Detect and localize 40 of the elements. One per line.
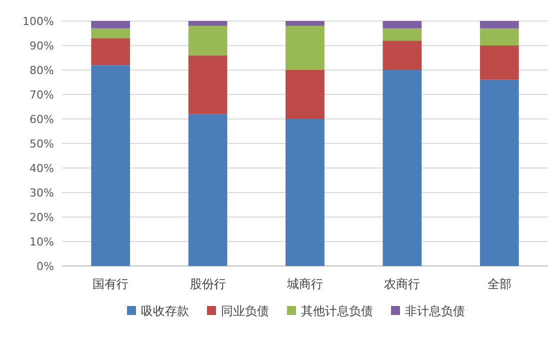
bar	[286, 70, 324, 119]
y-tick-label: 20%	[30, 211, 54, 224]
bar	[382, 40, 422, 70]
bar	[91, 28, 130, 38]
y-tick-label: 0%	[36, 260, 54, 273]
y-tick-label: 30%	[30, 186, 54, 200]
y-tick-label: 40%	[30, 162, 54, 175]
bar	[188, 114, 228, 266]
x-tick-label: 股份行	[190, 277, 226, 291]
legend-label: 其他计息负债	[301, 304, 373, 318]
y-tick-label: 100%	[22, 15, 54, 28]
y-tick-label: 50%	[30, 138, 54, 150]
legend-label: 同业负债	[221, 304, 269, 318]
bar	[480, 21, 519, 28]
bar	[480, 28, 519, 46]
bar	[480, 80, 519, 266]
y-tick-label: 80%	[30, 64, 54, 77]
bar	[480, 46, 519, 80]
bar	[382, 28, 422, 41]
y-tick-label: 90%	[30, 40, 54, 52]
bar	[382, 21, 422, 28]
x-tick-label: 城商行	[286, 277, 323, 291]
bar	[91, 38, 130, 66]
bar	[188, 21, 228, 26]
bar	[91, 65, 130, 266]
bar	[188, 26, 228, 56]
bar	[382, 70, 422, 266]
y-tick-label: 60%	[30, 113, 54, 126]
y-tick-label: 10%	[30, 236, 54, 248]
bar	[286, 26, 324, 70]
bar	[286, 119, 324, 266]
legend-label: 非计息负债	[405, 304, 465, 318]
bar	[188, 55, 228, 114]
x-tick-label: 农商行	[384, 277, 420, 291]
bar	[286, 21, 324, 26]
legend-label: 吸收存款	[141, 304, 189, 318]
x-tick-label: 国有行	[92, 277, 129, 291]
y-tick-label: 70%	[30, 88, 54, 102]
x-tick-label: 全部	[487, 277, 512, 291]
bar	[91, 21, 130, 28]
